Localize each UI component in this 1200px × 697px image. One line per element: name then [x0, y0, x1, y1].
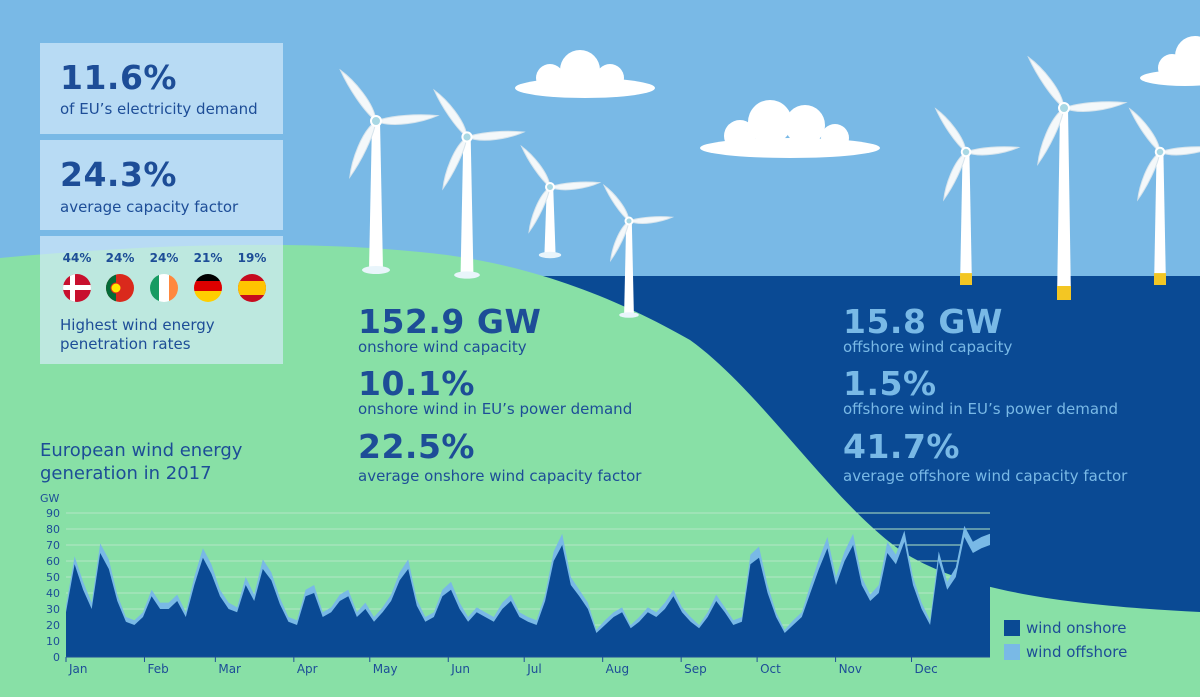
x-tick-label-may: May [373, 662, 398, 676]
onshore-factor-label: average onshore wind capacity factor [358, 467, 642, 485]
cloud-icon [1140, 36, 1200, 86]
wind-turbine-icon [1027, 55, 1128, 300]
capacity-factor-value: 24.3% [60, 155, 177, 194]
legend-swatch-offshore [1004, 644, 1020, 660]
wind-turbine-icon [433, 88, 526, 279]
flags [63, 274, 266, 302]
onshore-capacity-value: 152.9 GW [358, 302, 542, 341]
onshore-area [66, 537, 990, 657]
offshore-share-label: offshore wind in EU’s power demand [843, 400, 1119, 418]
onshore-share-value: 10.1% [358, 364, 475, 403]
offshore-factor-value: 41.7% [843, 427, 960, 466]
x-tick-label-jun: Jun [450, 662, 470, 676]
offshore-capacity-label: offshore wind capacity [843, 338, 1013, 356]
y-axis-label: GW [40, 492, 60, 505]
generation-chart: 0 10 20 30 40 50 60 70 80 90 Jan Feb Mar Apr May Jun Ju… [40, 492, 990, 676]
y-tick-label: 0 [53, 651, 60, 664]
onshore-factor-value: 22.5% [358, 427, 475, 466]
offshore-capacity-value: 15.8 GW [843, 302, 1003, 341]
offshore-share-value: 1.5% [843, 364, 937, 403]
denmark-flag-icon [63, 274, 91, 302]
flag-value-denmark: 44% [62, 251, 92, 265]
flag-value-spain: 19% [237, 251, 267, 265]
flag-value-germany: 21% [193, 251, 223, 265]
x-tick-label-nov: Nov [839, 662, 862, 676]
offshore-factor-label: average offshore wind capacity factor [843, 467, 1128, 485]
cloud-icon [515, 50, 655, 98]
x-tick-label-dec: Dec [915, 662, 938, 676]
spain-flag-icon [238, 274, 266, 302]
capacity-factor-label: average capacity factor [60, 198, 239, 216]
y-tick-label: 80 [46, 523, 60, 536]
y-tick-label: 50 [46, 571, 60, 584]
germany-flag-icon [194, 274, 222, 302]
y-tick-label: 30 [46, 603, 60, 616]
y-tick-label: 20 [46, 619, 60, 632]
chart-title-line2: generation in 2017 [40, 463, 212, 484]
eu-share-label: of EU’s electricity demand [60, 100, 258, 118]
wind-turbine-icon [1128, 107, 1200, 285]
legend-label-offshore: wind offshore [1026, 643, 1128, 661]
legend-label-onshore: wind onshore [1026, 619, 1127, 637]
y-tick-label: 90 [46, 507, 60, 520]
x-tick-label-sep: Sep [684, 662, 707, 676]
wind-turbine-icon [339, 68, 440, 274]
portugal-flag-icon [106, 274, 134, 302]
eu-share-card: 11.6% of EU’s electricity demand [40, 43, 283, 134]
flag-value-ireland: 24% [149, 251, 179, 265]
y-tick-label: 70 [46, 539, 60, 552]
y-tick-label: 40 [46, 587, 60, 600]
x-tick-label-aug: Aug [606, 662, 629, 676]
x-tick-label-jul: Jul [526, 662, 541, 676]
chart-title-line1: European wind energy [40, 440, 243, 461]
wind-turbine-icon [934, 107, 1021, 285]
x-tick-label-jan: Jan [68, 662, 88, 676]
wind-turbine-icon [602, 183, 675, 318]
x-tick-label-feb: Feb [147, 662, 168, 676]
onshore-capacity-label: onshore wind capacity [358, 338, 527, 356]
x-tick-label-oct: Oct [760, 662, 781, 676]
wind-turbine-icon [520, 144, 602, 259]
x-tick-label-apr: Apr [297, 662, 318, 676]
legend-swatch-onshore [1004, 620, 1020, 636]
flag-value-portugal: 24% [105, 251, 135, 265]
cloud-icon [700, 100, 880, 158]
penetration-label-line1: Highest wind energy [60, 316, 215, 334]
penetration-label-line2: penetration rates [60, 335, 191, 353]
y-tick-label: 60 [46, 555, 60, 568]
y-tick-label: 10 [46, 635, 60, 648]
onshore-share-label: onshore wind in EU’s power demand [358, 400, 633, 418]
x-tick-label-mar: Mar [218, 662, 241, 676]
ireland-flag-icon [150, 274, 178, 302]
capacity-factor-card: 24.3% average capacity factor [40, 140, 283, 230]
eu-share-value: 11.6% [60, 58, 177, 97]
